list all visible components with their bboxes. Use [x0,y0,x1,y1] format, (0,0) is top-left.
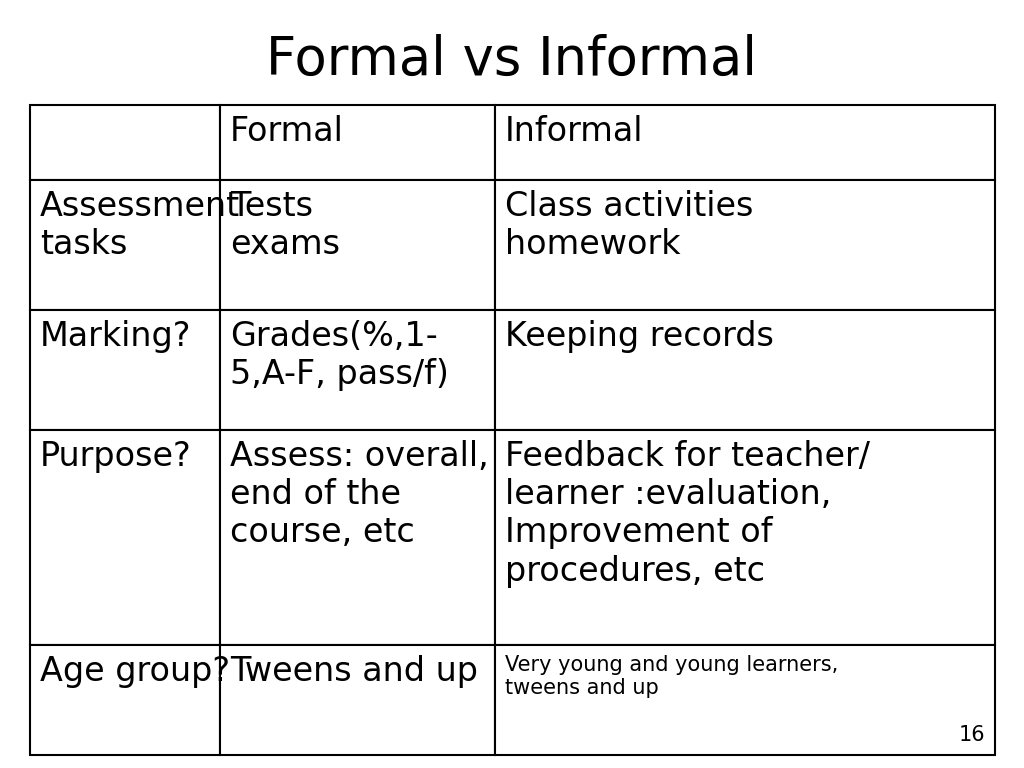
Text: Assessment
tasks: Assessment tasks [40,190,240,261]
Text: Age group?: Age group? [40,655,230,688]
Text: Grades(%,1-
5,A-F, pass/f): Grades(%,1- 5,A-F, pass/f) [230,320,449,391]
Text: Tests
exams: Tests exams [230,190,340,261]
Bar [220,310,495,430]
Bar [30,645,220,755]
Bar [495,105,995,180]
Text: Informal: Informal [505,115,643,148]
Text: Purpose?: Purpose? [40,440,191,473]
Text: Assess: overall,
end of the
course, etc: Assess: overall, end of the course, etc [230,440,488,549]
Bar [220,105,495,180]
Text: Marking?: Marking? [40,320,191,353]
Text: Class activities
homework: Class activities homework [505,190,754,261]
Bar [495,645,995,755]
Text: Feedback for teacher/
learner :evaluation,
Improvement of
procedures, etc: Feedback for teacher/ learner :evaluatio… [505,440,870,588]
Bar [30,310,220,430]
Text: Formal vs Informal: Formal vs Informal [266,34,758,86]
Text: Very young and young learners,
tweens and up: Very young and young learners, tweens an… [505,655,839,698]
Bar [30,430,220,645]
Bar [495,310,995,430]
Text: Tweens and up: Tweens and up [230,655,478,688]
Bar [220,645,495,755]
Bar [220,180,495,310]
Bar [495,430,995,645]
Text: Formal: Formal [230,115,344,148]
Text: Keeping records: Keeping records [505,320,774,353]
Bar [495,180,995,310]
Text: 16: 16 [958,725,985,745]
Bar [30,180,220,310]
Bar [220,430,495,645]
Bar [30,105,220,180]
